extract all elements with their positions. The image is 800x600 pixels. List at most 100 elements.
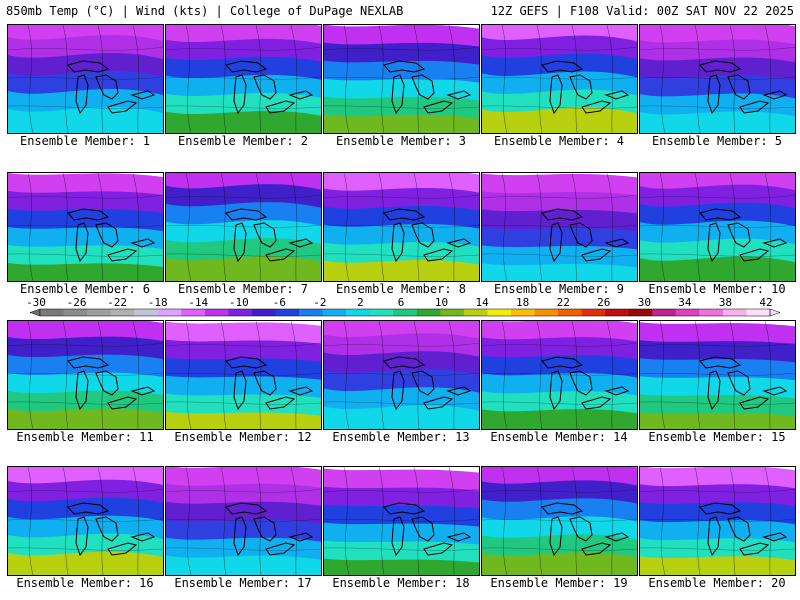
colorbar-tick-label: -26 [67, 296, 87, 309]
colorbar-tick-label: -10 [229, 296, 249, 309]
great-lakes-outline [225, 208, 314, 263]
ensemble-member-map [481, 466, 638, 576]
great-lakes-outline [699, 502, 788, 557]
colorbar-tick-label: 26 [597, 296, 610, 309]
ensemble-member-map [7, 172, 164, 282]
ensemble-member-map [639, 466, 796, 576]
ensemble-member-label: Ensemble Member: 9 [493, 282, 625, 296]
ensemble-member-map [165, 320, 322, 430]
temperature-colorbar: -30 -26 -22 -18 -14 -10 -6 -2 2 6 10 14 18 22 26 30 34 38… [26, 296, 781, 317]
map-title: 850mb Temp (°C) | Wind (kts) | College o… [6, 4, 404, 18]
colorbar-tick-label: 42 [759, 296, 772, 309]
colorbar-tick-label: 14 [475, 296, 489, 309]
colorbar-swatch [204, 309, 229, 316]
ensemble-member-map [639, 320, 796, 430]
ensemble-member-label: Ensemble Member: 20 [648, 576, 786, 590]
colorbar-swatch [251, 309, 276, 316]
ensemble-member-label: Ensemble Member: 16 [16, 576, 154, 590]
ensemble-member-label: Ensemble Member: 8 [335, 282, 467, 296]
ensemble-member-label: Ensemble Member: 14 [490, 430, 628, 444]
ensemble-member-map [639, 172, 796, 282]
ensemble-member-map [639, 24, 796, 134]
colorbar-min-arrow [29, 308, 41, 317]
great-lakes-outline [67, 60, 156, 115]
colorbar-max-arrow [769, 308, 781, 317]
colorbar-tick-label: 30 [638, 296, 651, 309]
colorbar-swatch [463, 309, 488, 316]
ensemble-member-label: Ensemble Member: 10 [648, 282, 786, 296]
colorbar-swatch [534, 309, 559, 316]
temperature-contour-map [482, 173, 637, 281]
colorbar-tick-label: -30 [26, 296, 46, 309]
ensemble-member-label: Ensemble Member: 11 [16, 430, 154, 444]
colorbar-swatch [181, 309, 206, 316]
colorbar-swatch [605, 309, 630, 316]
temperature-contour-map [640, 321, 795, 429]
great-lakes-outline [67, 502, 156, 557]
colorbar-tick-label: 6 [398, 296, 405, 309]
colorbar-tick-label: -22 [107, 296, 127, 309]
great-lakes-outline [383, 60, 472, 115]
temperature-contour-map [640, 173, 795, 281]
great-lakes-outline [225, 356, 314, 411]
colorbar-tick-label: 22 [557, 296, 570, 309]
ensemble-member-label: Ensemble Member: 13 [332, 430, 470, 444]
great-lakes-outline [699, 60, 788, 115]
colorbar-swatch [322, 309, 347, 316]
ensemble-member-label: Ensemble Member: 1 [19, 134, 151, 148]
colorbar-swatch [675, 309, 700, 316]
colorbar-swatch [346, 309, 371, 316]
colorbar-swatch [110, 309, 135, 316]
temperature-contour-map [482, 25, 637, 133]
great-lakes-outline [699, 356, 788, 411]
colorbar-swatch [487, 309, 512, 316]
colorbar-tick-label: 38 [719, 296, 732, 309]
great-lakes-outline [383, 356, 472, 411]
ensemble-member-label: Ensemble Member: 5 [651, 134, 783, 148]
temperature-contour-map [8, 25, 163, 133]
colorbar-swatch [228, 309, 253, 316]
colorbar-tick-label: -6 [273, 296, 286, 309]
ensemble-member-label: Ensemble Member: 19 [490, 576, 628, 590]
ensemble-member-map [165, 24, 322, 134]
colorbar-swatch [722, 309, 747, 316]
great-lakes-outline [541, 356, 630, 411]
ensemble-member-map [7, 320, 164, 430]
ensemble-member-map [481, 172, 638, 282]
great-lakes-outline [541, 60, 630, 115]
temperature-contour-map [324, 173, 479, 281]
ensemble-member-label: Ensemble Member: 17 [174, 576, 312, 590]
great-lakes-outline [67, 208, 156, 263]
ensemble-member-label: Ensemble Member: 12 [174, 430, 312, 444]
great-lakes-outline [699, 208, 788, 263]
ensemble-member-label: Ensemble Member: 7 [177, 282, 309, 296]
temperature-contour-map [166, 25, 321, 133]
colorbar-tick-label: -2 [313, 296, 326, 309]
colorbar-tick-label: 34 [678, 296, 692, 309]
great-lakes-outline [225, 502, 314, 557]
ensemble-member-map [481, 24, 638, 134]
model-run-valid-time: 12Z GEFS | F108 Valid: 00Z SAT NOV 22 20… [490, 4, 794, 18]
colorbar-swatch [369, 309, 394, 316]
colorbar-swatch [440, 309, 465, 316]
colorbar-tick-label: -14 [188, 296, 208, 309]
ensemble-member-map [323, 172, 480, 282]
ensemble-member-label: Ensemble Member: 18 [332, 576, 470, 590]
great-lakes-outline [225, 60, 314, 115]
temperature-contour-map [166, 321, 321, 429]
ensemble-member-map [165, 172, 322, 282]
colorbar-tick-label: 2 [357, 296, 364, 309]
colorbar-swatch [628, 309, 653, 316]
temperature-contour-map [8, 467, 163, 575]
ensemble-member-label: Ensemble Member: 2 [177, 134, 309, 148]
colorbar-swatch [746, 309, 771, 316]
great-lakes-outline [67, 356, 156, 411]
colorbar-tick-label: 18 [516, 296, 529, 309]
colorbar-swatch [699, 309, 724, 316]
colorbar-swatch [558, 309, 583, 316]
ensemble-member-map [165, 466, 322, 576]
colorbar-swatch [87, 309, 112, 316]
ensemble-member-map [323, 24, 480, 134]
great-lakes-outline [383, 208, 472, 263]
colorbar-swatch [275, 309, 300, 316]
